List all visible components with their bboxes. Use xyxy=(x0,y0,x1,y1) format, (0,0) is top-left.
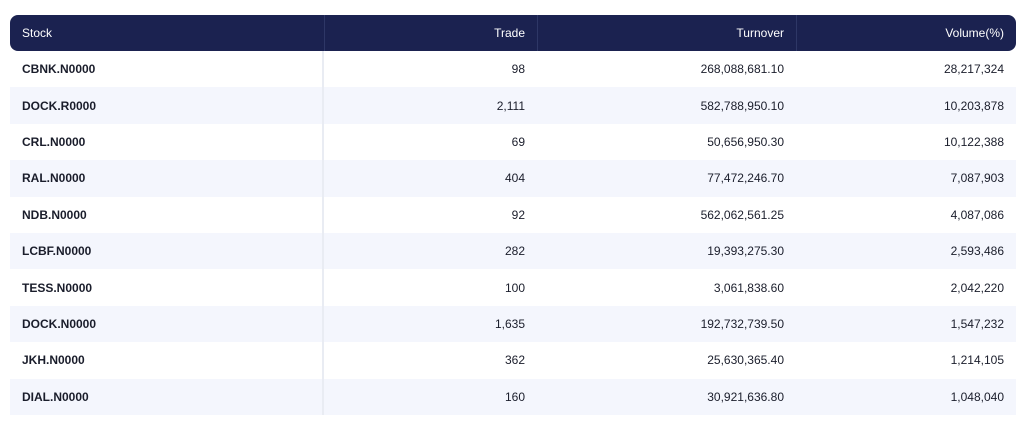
cell-trade: 100 xyxy=(504,280,525,295)
table-row[interactable]: DIAL.N0000 160 30,921,636.80 1,048,040 xyxy=(10,378,1016,415)
cell-trade: 160 xyxy=(324,378,537,415)
table-row[interactable]: LCBF.N0000 282 19,393,275.30 2,593,486 xyxy=(10,232,1016,270)
header-volume[interactable]: Volume(%) xyxy=(796,15,1016,51)
cell-turnover: 582,788,950.10 xyxy=(537,87,796,124)
cell-stock: RAL.N0000 xyxy=(10,160,324,197)
cell-trade: 282 xyxy=(324,232,537,270)
stock-table-container: Stock Trade Turnover Volume(%) CBNK.N000… xyxy=(10,15,1016,415)
cell-volume: 1,048,040 xyxy=(796,378,1016,415)
cell-volume: 2,042,220 xyxy=(950,280,1004,295)
table-row[interactable]: CRL.N0000 69 50,656,950.30 10,122,388 xyxy=(10,123,1016,161)
cell-turnover: 3,061,838.60 xyxy=(713,280,784,295)
header-trade[interactable]: Trade xyxy=(324,15,537,51)
table-row[interactable]: NDB.N0000 92 562,062,561.25 4,087,086 xyxy=(10,196,1016,233)
header-row: Stock Trade Turnover Volume(%) xyxy=(10,15,1016,51)
cell-stock: NDB.N0000 xyxy=(10,196,324,233)
cell-trade: 92 xyxy=(511,207,525,222)
cell-volume: 10,122,388 xyxy=(943,134,1004,149)
cell-volume: 7,087,903 xyxy=(796,160,1016,197)
cell-stock: DIAL.N0000 xyxy=(10,378,324,415)
cell-turnover: 50,656,950.30 xyxy=(707,134,784,149)
stock-table: Stock Trade Turnover Volume(%) CBNK.N000… xyxy=(10,15,1016,415)
cell-stock: TESS.N0000 xyxy=(10,269,324,306)
cell-turnover: 19,393,275.30 xyxy=(537,232,796,270)
cell-stock: DOCK.N0000 xyxy=(10,305,324,343)
cell-volume: 28,217,324 xyxy=(943,62,1004,77)
table-row[interactable]: CBNK.N0000 98 268,088,681.10 28,217,324 xyxy=(10,51,1016,88)
table-header: Stock Trade Turnover Volume(%) xyxy=(10,15,1016,51)
cell-volume: 2,593,486 xyxy=(796,232,1016,270)
cell-stock: LCBF.N0000 xyxy=(10,232,324,270)
cell-volume: 4,087,086 xyxy=(950,207,1004,222)
header-stock[interactable]: Stock xyxy=(10,15,324,51)
table-row[interactable]: JKH.N0000 362 25,630,365.40 1,214,105 xyxy=(10,342,1016,379)
table-row[interactable]: DOCK.N0000 1,635 192,732,739.50 1,547,232 xyxy=(10,305,1016,343)
cell-volume: 10,203,878 xyxy=(796,87,1016,124)
table-body: CBNK.N0000 98 268,088,681.10 28,217,324 DOCK… xyxy=(10,51,1016,415)
cell-turnover: 25,630,365.40 xyxy=(707,353,784,368)
table-row[interactable]: TESS.N0000 100 3,061,838.60 2,042,220 xyxy=(10,269,1016,306)
cell-stock: JKH.N0000 xyxy=(10,342,324,379)
cell-trade: 404 xyxy=(324,160,537,197)
cell-trade: 98 xyxy=(511,62,525,77)
cell-trade: 1,635 xyxy=(324,305,537,343)
cell-turnover: 192,732,739.50 xyxy=(537,305,796,343)
cell-turnover: 30,921,636.80 xyxy=(537,378,796,415)
cell-turnover: 562,062,561.25 xyxy=(700,207,784,222)
cell-stock: CBNK.N0000 xyxy=(10,51,324,88)
cell-stock: CRL.N0000 xyxy=(10,123,324,161)
cell-trade: 2,111 xyxy=(324,87,537,124)
cell-turnover: 77,472,246.70 xyxy=(537,160,796,197)
header-turnover[interactable]: Turnover xyxy=(537,15,796,51)
cell-stock: DOCK.R0000 xyxy=(10,87,324,124)
cell-volume: 1,214,105 xyxy=(950,353,1004,368)
cell-turnover: 268,088,681.10 xyxy=(700,62,784,77)
table-row[interactable]: DOCK.R0000 2,111 582,788,950.10 10,203,878 xyxy=(10,87,1016,124)
cell-volume: 1,547,232 xyxy=(796,305,1016,343)
table-row[interactable]: RAL.N0000 404 77,472,246.70 7,087,903 xyxy=(10,160,1016,197)
cell-trade: 69 xyxy=(511,134,525,149)
cell-trade: 362 xyxy=(504,353,525,368)
